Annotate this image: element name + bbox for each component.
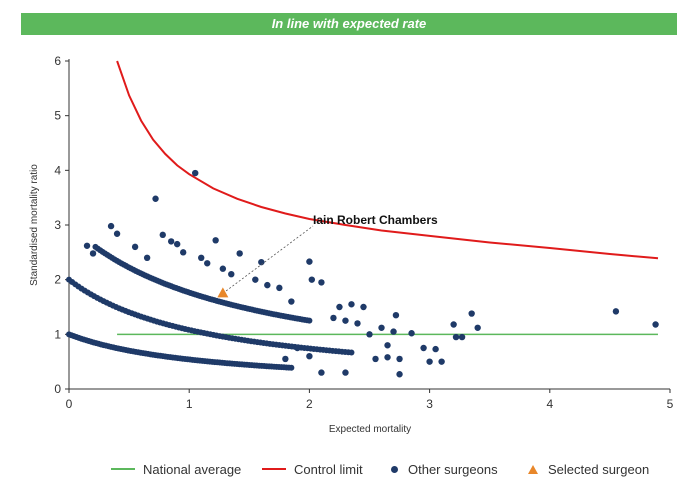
other-surgeon-point: [308, 276, 316, 283]
other-surgeon-point: [264, 281, 271, 289]
other-surgeon-point: [318, 279, 325, 286]
other-surgeon-point: [330, 314, 337, 322]
legend-control-limit: Control limit: [262, 459, 363, 479]
other-surgeon-point: [378, 324, 385, 331]
result-banner: In line with expected rate: [21, 13, 677, 35]
other-surgeon-point: [89, 250, 97, 257]
legend-national-average-label: National average: [143, 461, 242, 477]
other-surgeon-point: [342, 317, 349, 324]
other-surgeon-point: [336, 303, 343, 311]
other-surgeon-point: [306, 258, 313, 265]
other-surgeon-point: [107, 222, 115, 230]
y-axis-label: Standardised mortality ratio: [29, 164, 40, 286]
selected-surgeon-label: Iain Robert Chambers: [313, 213, 438, 227]
other-surgeon-point: [408, 330, 415, 337]
other-surgeon-point: [438, 358, 445, 365]
other-surgeon-point: [360, 303, 367, 311]
other-surgeon-point: [167, 238, 175, 245]
legend-other-surgeons-label: Other surgeons: [408, 461, 498, 477]
other-surgeon-point: [198, 254, 205, 261]
other-surgeon-point: [282, 355, 289, 363]
control-limit-swatch: [262, 468, 286, 470]
national-average-swatch: [111, 468, 135, 470]
other-surgeon-point: [452, 333, 460, 341]
other-surgeon-point: [426, 358, 433, 365]
other-surgeon-point: [252, 276, 259, 283]
other-surgeons-swatch: [391, 465, 398, 473]
x-tick-label: 4: [546, 397, 553, 411]
other-surgeon-point: [306, 317, 313, 324]
other-surgeon-point: [390, 328, 397, 335]
other-surgeon-point: [212, 237, 219, 244]
y-tick-label: 3: [54, 218, 61, 232]
other-surgeon-point: [348, 301, 355, 308]
legend-selected-surgeon-label: Selected surgeon: [548, 461, 650, 477]
selected-surgeon-marker: [217, 287, 229, 298]
other-surgeon-point: [396, 355, 403, 363]
other-surgeon-point: [179, 249, 187, 256]
x-tick-label: 1: [186, 397, 193, 411]
y-tick-label: 4: [54, 163, 61, 177]
other-surgeon-point: [288, 298, 295, 305]
selected-surgeon-leader: [222, 225, 314, 294]
other-surgeon-point: [612, 308, 620, 315]
other-surgeon-point: [219, 265, 227, 272]
other-surgeon-point: [288, 364, 295, 371]
x-axis-label: Expected mortality: [329, 424, 411, 435]
other-surgeon-point: [652, 321, 659, 328]
other-surgeon-point: [236, 250, 243, 257]
other-surgeon-point: [131, 243, 139, 251]
other-surgeon-point: [342, 369, 349, 376]
y-tick-label: 0: [54, 382, 61, 396]
y-tick-label: 6: [54, 54, 61, 68]
x-tick-label: 0: [66, 397, 73, 411]
x-tick-label: 5: [667, 397, 674, 411]
chart-legend: National average Control limit Other sur…: [0, 459, 700, 479]
y-tick-label: 1: [54, 327, 61, 341]
other-surgeon-point: [192, 169, 199, 177]
other-surgeon-point: [366, 331, 373, 338]
other-surgeon-point: [318, 369, 325, 376]
other-surgeon-point: [474, 324, 481, 331]
other-surgeon-point: [152, 195, 159, 202]
other-surgeon-point: [306, 353, 313, 360]
y-tick-label: 2: [54, 273, 61, 287]
other-surgeon-point: [204, 260, 211, 267]
other-surgeon-point: [384, 342, 391, 349]
other-surgeon-point: [348, 349, 355, 356]
other-surgeon-point: [294, 344, 301, 352]
legend-other-surgeons: Other surgeons: [385, 459, 498, 479]
other-surgeon-point: [450, 321, 457, 328]
funnel-plot: 0 1 2 3 4 5 6 0 1 2 3 4 5 Iain Robert Chambers Expec…: [29, 54, 674, 435]
other-surgeon-point: [420, 344, 427, 352]
x-tick-label: 2: [306, 397, 313, 411]
other-surgeon-point: [372, 355, 379, 363]
other-surgeon-point: [143, 254, 151, 261]
y-tick-label: 5: [54, 109, 61, 123]
other-surgeon-point: [276, 284, 283, 292]
other-surgeon-point: [458, 333, 466, 341]
other-surgeon-point: [159, 231, 166, 239]
legend-control-limit-label: Control limit: [294, 461, 363, 477]
other-surgeon-point: [396, 371, 403, 378]
control-limit-curve: [116, 60, 659, 260]
other-surgeon-point: [468, 310, 475, 317]
selected-surgeon-swatch: [528, 464, 538, 474]
legend-national-average: National average: [111, 459, 241, 479]
other-surgeon-point: [113, 230, 121, 237]
x-tick-label: 3: [426, 397, 433, 411]
other-surgeon-point: [354, 320, 361, 327]
other-surgeon-point: [173, 240, 181, 248]
other-surgeon-point: [384, 354, 391, 361]
legend-selected-surgeon: Selected surgeon: [522, 459, 649, 479]
other-surgeon-point: [228, 271, 235, 278]
other-surgeon-point: [432, 345, 439, 353]
other-surgeon-point: [392, 312, 400, 319]
other-surgeon-point: [83, 242, 91, 249]
